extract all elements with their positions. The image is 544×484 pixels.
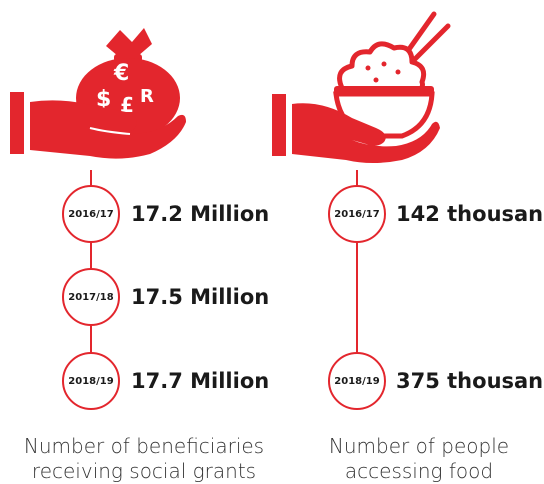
pound-symbol: £: [120, 93, 134, 117]
right-value-2: 375 thousand: [396, 369, 544, 393]
money-bag-in-hand-icon: € $ £ R: [10, 20, 190, 170]
left-caption-line1: Number of beneficiaries: [23, 434, 265, 458]
left-year-circle-3: 2018/19: [62, 352, 120, 410]
left-year-circle-1: 2016/17: [62, 185, 120, 243]
left-caption: Number of beneficiaries receiving social…: [8, 434, 280, 484]
right-year-circle-1: 2016/17: [328, 185, 386, 243]
right-caption: Number of people accessing food: [300, 434, 538, 484]
euro-symbol: €: [113, 61, 129, 86]
right-caption-line1: Number of people: [328, 434, 510, 458]
right-value-1: 142 thousand: [396, 202, 544, 226]
left-year-circle-2: 2017/18: [62, 268, 120, 326]
right-caption-line2: accessing food: [344, 459, 494, 483]
rand-symbol: R: [140, 86, 154, 107]
dollar-symbol: $: [96, 87, 111, 112]
right-timeline-line: [356, 170, 358, 382]
left-caption-line2: receiving social grants: [31, 459, 257, 483]
left-value-2: 17.5 Million: [131, 285, 270, 309]
food-bowl-in-hand-icon: [272, 8, 452, 170]
left-value-3: 17.7 Million: [131, 369, 270, 393]
right-year-circle-2: 2018/19: [328, 352, 386, 410]
left-value-1: 17.2 Million: [131, 202, 270, 226]
